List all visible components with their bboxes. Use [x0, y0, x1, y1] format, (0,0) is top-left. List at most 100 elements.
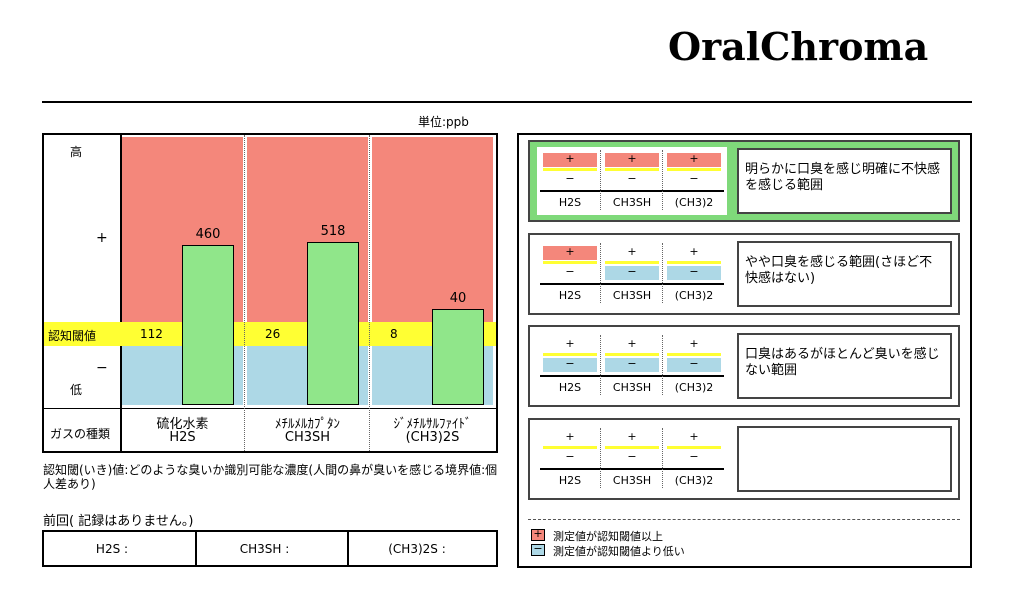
column-label: (CH3)2	[674, 474, 714, 487]
axis-high: 高	[70, 145, 83, 159]
plus-highlight	[667, 153, 721, 167]
levels-frame	[517, 133, 972, 568]
column-label: H2S	[558, 474, 582, 487]
category-name: ｼﾞﾒﾁﾙｻﾙﾌｧｲﾄﾞ	[393, 417, 472, 432]
column-label: CH3SH	[612, 289, 652, 302]
minus-highlight	[667, 358, 721, 372]
legend-swatch	[531, 544, 545, 556]
description-box	[737, 333, 952, 399]
level-description: 明らかに口臭を感じ明確に不快感を感じる範囲	[745, 162, 941, 193]
threshold-line	[667, 446, 721, 449]
legend-separator	[528, 519, 960, 520]
bar	[307, 242, 359, 405]
gas-row-divider	[44, 408, 496, 409]
minus-sign: −	[689, 357, 699, 370]
brand: OralChroma	[668, 24, 929, 69]
chart-frame	[42, 133, 498, 453]
table-rule	[540, 190, 724, 192]
threshold-line	[605, 261, 659, 264]
axis-threshold: 認知閾値	[48, 329, 97, 343]
header-rule	[42, 101, 972, 103]
column-label: (CH3)2	[674, 289, 714, 302]
minus-highlight	[605, 358, 659, 372]
minus-sign: −	[627, 450, 637, 463]
bar	[432, 308, 484, 405]
plus-highlight	[543, 246, 597, 260]
plus-sign: +	[627, 245, 637, 258]
threshold-line	[543, 446, 597, 449]
threshold-line	[605, 353, 659, 356]
legend-text: 測定値が認知閾値より低い	[553, 545, 685, 558]
axis-gas-type: ガスの種類	[50, 427, 111, 441]
column-label: H2S	[558, 381, 582, 394]
legend-swatch	[531, 529, 545, 541]
column-label: (CH3)2	[674, 196, 714, 209]
threshold-line	[605, 446, 659, 449]
legend-sign: +	[533, 527, 543, 540]
sign-table	[537, 425, 727, 493]
plus-sign: +	[627, 152, 637, 165]
category-code: (CH3)2S	[405, 430, 460, 445]
minus-sign: −	[565, 450, 575, 463]
previous-label: (CH3)2S :	[388, 542, 446, 556]
cell-divider	[600, 428, 601, 488]
cell-divider	[662, 243, 663, 303]
column-label: CH3SH	[612, 474, 652, 487]
minus-sign: −	[689, 265, 699, 278]
minus-sign: −	[689, 450, 699, 463]
previous-title: 前回( 記録はありません。)	[43, 514, 194, 529]
axis-minus: −	[96, 360, 108, 376]
category-name: 硫化水素	[156, 417, 209, 432]
column-label: H2S	[558, 196, 582, 209]
threshold-line	[543, 353, 597, 356]
plus-sign: +	[565, 245, 575, 258]
minus-sign: −	[627, 172, 637, 185]
previous-label: H2S :	[95, 542, 129, 556]
minus-sign: −	[627, 265, 637, 278]
cell-divider	[662, 428, 663, 488]
minus-highlight	[605, 266, 659, 280]
table-rule	[540, 468, 724, 470]
value-label: 518	[320, 224, 346, 240]
plus-sign: +	[627, 430, 637, 443]
table-rule	[540, 375, 724, 377]
previous-table	[42, 530, 498, 567]
threshold-line	[667, 353, 721, 356]
column-label: (CH3)2	[674, 381, 714, 394]
category-name: ﾒﾁﾙﾒﾙｶﾌﾟﾀﾝ	[275, 417, 340, 432]
axis-low: 低	[70, 383, 83, 397]
column-divider	[369, 135, 370, 451]
threshold-line	[543, 261, 597, 264]
legend-sign: −	[533, 542, 543, 555]
plus-sign: +	[689, 430, 699, 443]
table-rule	[540, 283, 724, 285]
note: 認知閾(いき)値:どのような臭いか識別可能な濃度(人間の鼻が臭いを感じる境界値:…	[43, 463, 498, 491]
bar	[182, 245, 234, 405]
minus-sign: −	[565, 357, 575, 370]
description-box	[737, 241, 952, 307]
level-description: やや口臭を感じる範囲(さほど不快感はない)	[745, 255, 933, 286]
cell-divider	[600, 150, 601, 210]
category-code: H2S	[169, 430, 196, 445]
level-description: 口臭はあるがほとんど臭いを感じない範囲	[745, 347, 940, 378]
threshold-line	[667, 261, 721, 264]
previous-label: CH3SH :	[239, 542, 290, 556]
plus-sign: +	[689, 337, 699, 350]
unit: 単位:ppb	[418, 115, 469, 129]
plus-sign: +	[565, 337, 575, 350]
cell-divider	[600, 243, 601, 303]
column-label: H2S	[558, 289, 582, 302]
threshold-line	[667, 168, 721, 171]
threshold-line	[605, 168, 659, 171]
cell-divider	[600, 335, 601, 395]
legend-text: 測定値が認知閾値以上	[553, 530, 663, 543]
category-code: CH3SH	[284, 430, 331, 445]
column-divider	[244, 135, 245, 451]
minus-sign: −	[565, 265, 575, 278]
plus-highlight	[543, 153, 597, 167]
plus-highlight	[605, 153, 659, 167]
previous-divider	[194, 530, 197, 567]
previous-divider	[347, 530, 349, 567]
cell-divider	[662, 335, 663, 395]
